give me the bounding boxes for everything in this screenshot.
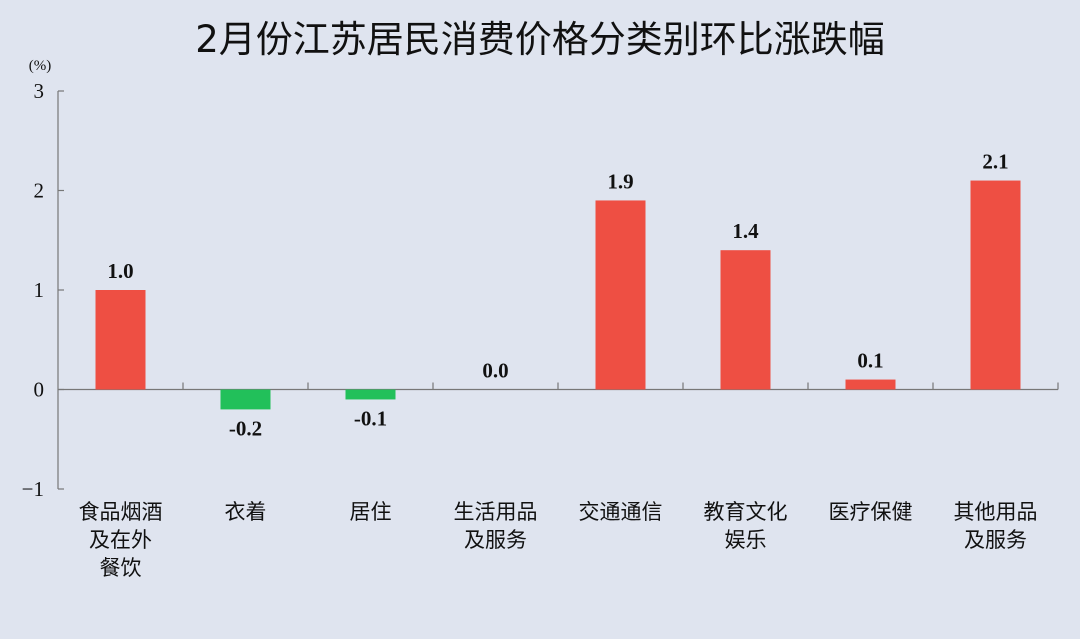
y-tick-label: 2 bbox=[34, 179, 45, 203]
x-tick-label: 医疗保健 bbox=[829, 500, 913, 524]
y-tick-label: 0 bbox=[34, 378, 45, 402]
x-tick-label: 衣着 bbox=[225, 500, 267, 524]
x-tick-label: 教育文化 bbox=[704, 500, 788, 524]
y-unit-label: (%) bbox=[29, 58, 52, 74]
data-label: -0.1 bbox=[354, 406, 387, 430]
x-tick-label: 及在外 bbox=[89, 528, 152, 552]
bar bbox=[970, 180, 1021, 390]
x-tick-label: 食品烟酒 bbox=[79, 500, 163, 524]
x-tick-label: 娱乐 bbox=[725, 528, 767, 552]
bar bbox=[595, 200, 646, 390]
data-label: 1.4 bbox=[732, 219, 759, 243]
bars bbox=[95, 180, 1021, 410]
y-tick-label: −1 bbox=[22, 477, 44, 501]
data-label: 0.1 bbox=[857, 349, 883, 373]
x-tick-label: 居住 bbox=[350, 500, 392, 524]
data-label: 0.0 bbox=[482, 359, 508, 383]
data-label: 1.0 bbox=[107, 259, 133, 283]
y-tick-label: 1 bbox=[34, 278, 45, 302]
bar bbox=[95, 290, 146, 390]
x-tick-label: 及服务 bbox=[964, 528, 1027, 552]
bar bbox=[220, 389, 271, 410]
data-label: 2.1 bbox=[982, 150, 1008, 174]
x-tick-label: 交通通信 bbox=[579, 500, 663, 524]
chart-title: 2月份江苏居民消费价格分类别环比涨跌幅 bbox=[195, 18, 885, 61]
x-tick-label: 及服务 bbox=[464, 528, 527, 552]
bar bbox=[720, 250, 771, 390]
data-label: 1.9 bbox=[607, 169, 633, 193]
x-tick-label: 生活用品 bbox=[454, 500, 538, 524]
bar bbox=[345, 389, 396, 400]
data-label: -0.2 bbox=[229, 416, 262, 440]
bar bbox=[845, 379, 896, 390]
x-tick-label: 餐饮 bbox=[100, 556, 142, 580]
y-tick-label: 3 bbox=[34, 79, 45, 103]
axes bbox=[57, 90, 1059, 490]
x-tick-label: 其他用品 bbox=[954, 500, 1038, 524]
